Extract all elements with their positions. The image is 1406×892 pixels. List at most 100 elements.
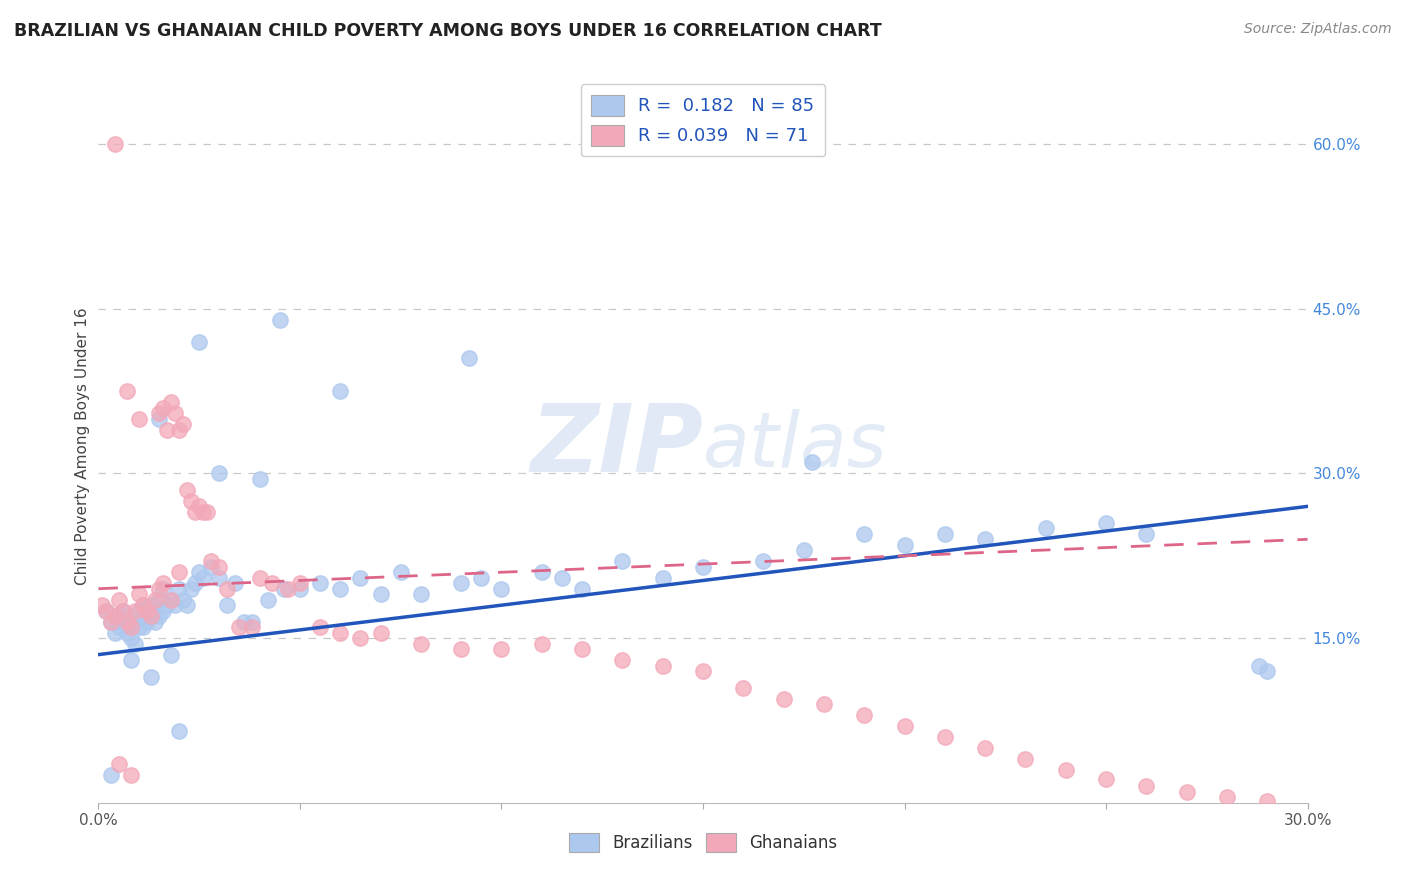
Point [124,615,146,629]
Point [200,554,222,568]
Point [208,571,231,585]
Point [571,582,593,596]
Point [160,395,183,409]
Point [491,582,513,596]
Point [132,598,155,612]
Point [160,592,183,607]
Point [329,384,352,398]
Point [217,598,239,612]
Point [772,691,794,706]
Point [135,604,157,618]
Text: atlas: atlas [703,409,887,483]
Point [260,576,283,591]
Point [132,620,155,634]
Point [128,411,150,425]
Point [458,351,481,366]
Point [793,543,815,558]
Legend: Brazilians, Ghanaians: Brazilians, Ghanaians [562,826,844,859]
Text: BRAZILIAN VS GHANAIAN CHILD POVERTY AMONG BOYS UNDER 16 CORRELATION CHART: BRAZILIAN VS GHANAIAN CHILD POVERTY AMON… [14,22,882,40]
Point [176,483,198,497]
Point [167,582,190,596]
Point [256,592,278,607]
Point [200,559,222,574]
Point [103,625,125,640]
Point [470,571,492,585]
Point [1249,658,1271,673]
Point [124,604,146,618]
Point [1135,526,1157,541]
Point [160,648,183,662]
Point [139,598,162,612]
Point [974,740,997,755]
Point [163,406,186,420]
Point [115,615,138,629]
Point [1035,521,1057,535]
Point [184,505,207,519]
Point [152,576,174,591]
Point [249,571,271,585]
Point [128,587,150,601]
Point [1014,752,1036,766]
Point [1054,763,1077,777]
Point [96,604,118,618]
Point [329,582,352,596]
Point [1256,794,1278,808]
Point [172,417,194,431]
Point [224,576,246,591]
Point [107,757,129,772]
Point [107,609,129,624]
Point [612,653,634,667]
Point [450,642,472,657]
Point [135,615,157,629]
Point [193,571,215,585]
Point [409,587,432,601]
Point [692,664,714,678]
Point [111,604,134,618]
Point [188,334,211,349]
Point [1135,780,1157,794]
Point [100,768,122,782]
Point [228,620,250,634]
Point [249,472,271,486]
Point [115,625,138,640]
Point [217,582,239,596]
Point [152,604,174,618]
Text: Source: ZipAtlas.com: Source: ZipAtlas.com [1244,22,1392,37]
Point [269,312,291,326]
Point [120,631,142,645]
Point [176,598,198,612]
Point [752,554,775,568]
Point [120,768,142,782]
Point [148,582,170,596]
Point [893,538,915,552]
Point [139,609,162,624]
Point [571,642,593,657]
Point [208,559,231,574]
Point [232,615,254,629]
Point [530,566,553,580]
Point [167,724,190,739]
Point [180,494,202,508]
Point [240,620,263,634]
Point [273,582,295,596]
Point [115,615,138,629]
Point [91,598,114,612]
Point [143,615,166,629]
Point [148,592,170,607]
Point [288,576,311,591]
Point [240,615,263,629]
Point [491,642,513,657]
Point [107,620,129,634]
Point [651,571,673,585]
Point [309,576,332,591]
Point [188,566,211,580]
Point [120,653,142,667]
Point [349,631,371,645]
Point [103,609,125,624]
Point [288,582,311,596]
Point [167,566,190,580]
Point [370,587,392,601]
Point [148,411,170,425]
Point [139,609,162,624]
Point [167,423,190,437]
